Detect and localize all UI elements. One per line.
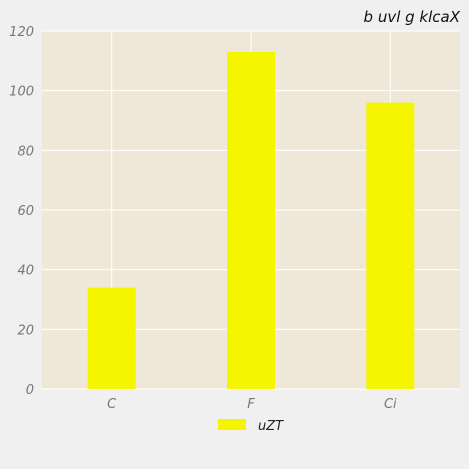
y-tick-label: 0 [26,383,34,398]
y-tick-label: 100 [9,85,34,100]
chart-title: b uvl g klcaX [364,8,461,26]
legend-swatch [218,419,246,430]
bar-f [227,51,275,390]
bars [87,51,415,390]
x-tick-label: F [247,397,255,412]
x-tick-label: C [107,397,117,412]
y-tick-label: 40 [17,264,34,279]
y-tick-label: 120 [9,25,34,40]
x-axis-ticks: C F Ci [107,397,397,412]
legend: uZT [218,419,284,434]
y-tick-label: 80 [17,144,34,159]
y-tick-label: 60 [17,204,34,219]
y-tick-label: 20 [17,323,34,338]
bar-c [87,287,136,389]
bar-ci [366,102,415,389]
x-tick-label: Ci [384,397,397,412]
legend-label: uZT [258,419,284,434]
y-axis-ticks: 0 20 40 60 80 100 120 [9,25,34,398]
